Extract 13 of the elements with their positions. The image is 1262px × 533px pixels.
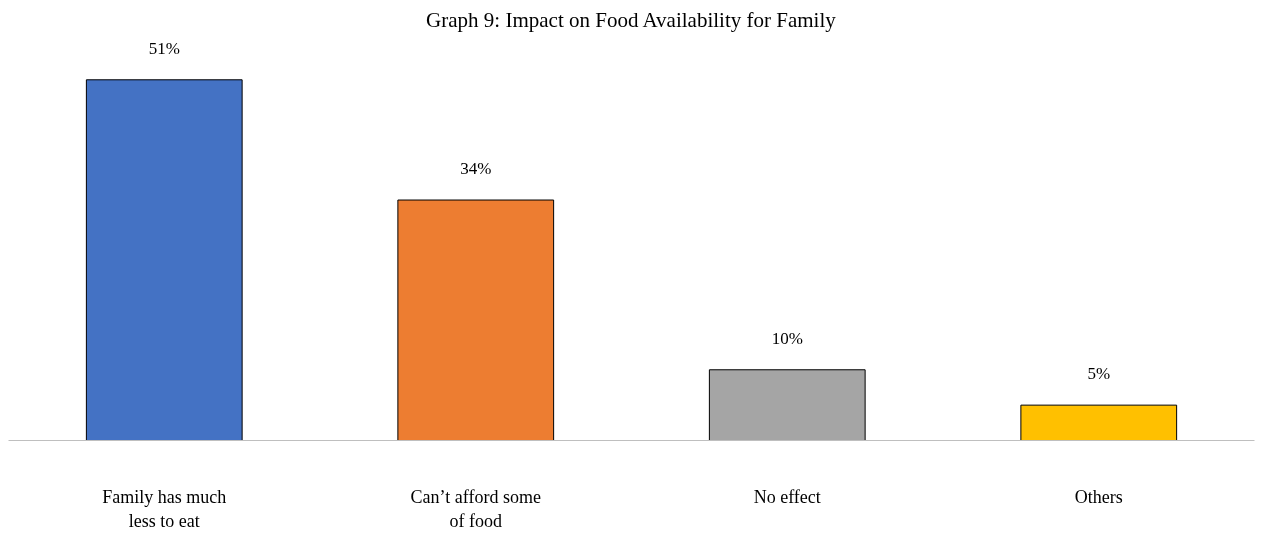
- x-tick-label: No effect: [753, 486, 821, 507]
- data-label: 5%: [1087, 364, 1111, 384]
- chart-title: Graph 9: Impact on Food Availability for Family: [426, 7, 837, 32]
- data-label: 34%: [460, 159, 492, 179]
- data-label: 10%: [771, 328, 803, 348]
- x-tick-label: Can’t afford some of food: [410, 486, 541, 531]
- data-label: 51%: [148, 38, 180, 58]
- bar: [397, 199, 555, 441]
- bar: [1020, 404, 1178, 441]
- x-tick-label: Family has much less to eat: [102, 486, 227, 531]
- bar: [85, 79, 243, 441]
- bar: [708, 369, 866, 441]
- x-tick-label: Others: [1074, 486, 1123, 507]
